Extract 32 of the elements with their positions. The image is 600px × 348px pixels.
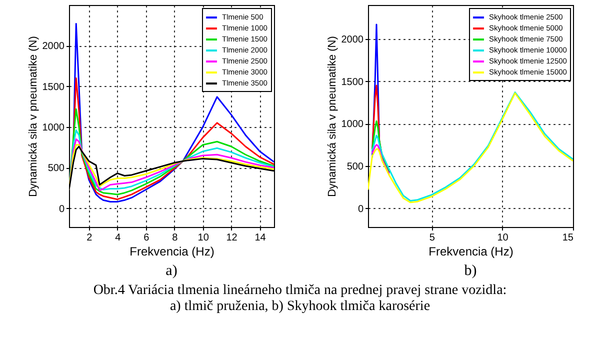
x-tick-label: 6 — [143, 232, 150, 244]
text: a) — [165, 263, 178, 279]
y-tick-label: 1000 — [42, 122, 65, 134]
y-tick-label: 1500 — [342, 76, 364, 88]
x-tick-label: 8 — [172, 232, 178, 244]
x-axis-title: Frekvencia (Hz) — [129, 244, 214, 258]
y-tick-label: 2000 — [342, 34, 364, 46]
line-series — [372, 144, 390, 176]
x-tick-label: 10 — [498, 232, 510, 244]
text: Obr.4 Variácia tlmenia lineárneho tlmiča na prednej pravej strane vozidla: — [92, 283, 508, 299]
y-tick-label: 0 — [58, 204, 65, 215]
y-tick-label: 1000 — [342, 119, 364, 130]
y-axis-title: Dynamická sila v pneumatike (N) — [326, 36, 339, 197]
line-series — [68, 129, 274, 190]
x-tick-label: 5 — [430, 232, 436, 244]
x-tick-label: 2 — [86, 232, 92, 244]
y-tick-label: 500 — [347, 161, 364, 172]
x-axis-title: Frekvencia (Hz) — [428, 244, 514, 258]
y-tick-label: 1500 — [42, 82, 65, 93]
text: a) tlmič pruženia, b) Skyhook tlmiča karosérie — [168, 299, 432, 315]
line-series — [372, 120, 390, 172]
y-tick-label: 2000 — [42, 41, 65, 52]
x-tick-label: 12 — [226, 232, 238, 244]
x-tick-label: 14 — [254, 232, 266, 244]
y-tick-label: 500 — [48, 163, 65, 174]
line-series — [68, 108, 274, 196]
x-tick-label: 4 — [114, 232, 121, 244]
x-tick-label: 15 — [562, 232, 574, 244]
x-tick-label: 10 — [198, 232, 210, 244]
text: b) — [464, 263, 477, 279]
y-tick-label: 0 — [358, 204, 364, 215]
y-axis-title: Dynamická sila v pneumatike (N) — [27, 36, 40, 197]
